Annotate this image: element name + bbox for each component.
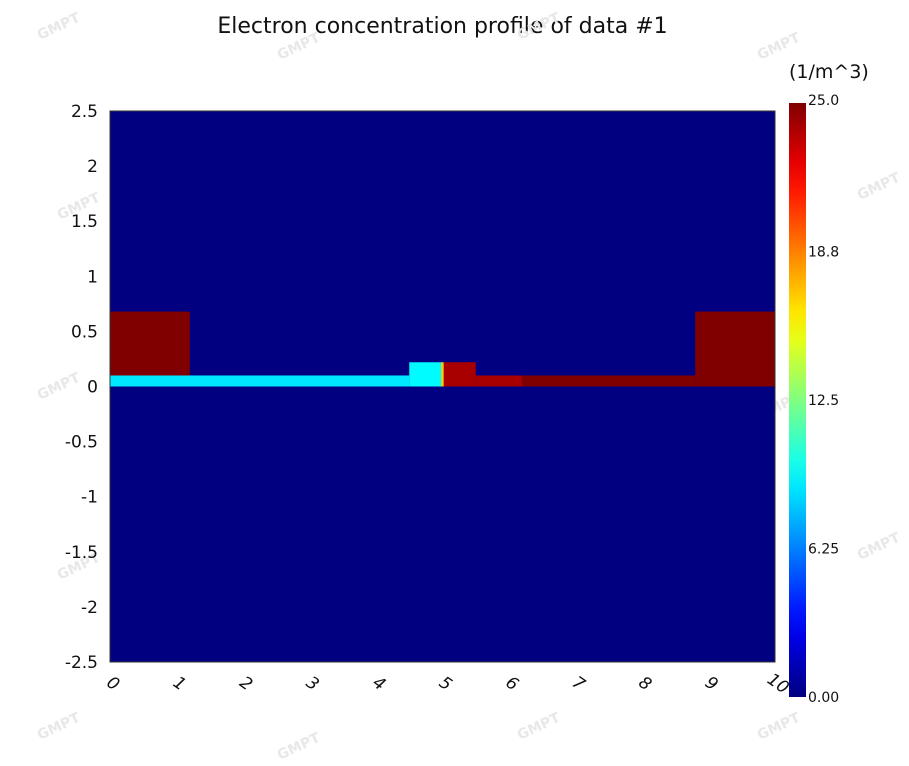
watermark-text: GMPT [515, 10, 563, 44]
y-tick-label: -2.5 [65, 653, 98, 673]
x-tick-label: 5 [435, 673, 455, 696]
watermark-text: GMPT [515, 710, 563, 744]
y-tick-label: 1 [87, 267, 98, 287]
heatmap-region-junction [441, 362, 444, 387]
x-tick-label: 2 [236, 673, 256, 696]
x-tick-label: 1 [169, 673, 189, 696]
y-tick-label: -0.5 [65, 433, 98, 453]
y-tick-label: 2.5 [71, 102, 98, 122]
watermark-text: GMPT [275, 30, 323, 64]
watermark-text: GMPT [35, 10, 83, 44]
heatmap-region-right-contact [695, 311, 775, 387]
colorbar-unit: (1/m^3) [789, 61, 869, 83]
colorbar-tick-label: 25.0 [808, 93, 839, 109]
heatmap-region-channel-right-high [443, 362, 476, 387]
x-tick-label: 8 [635, 673, 655, 696]
x-tick-label: 4 [369, 673, 389, 696]
x-tick-label: 0 [103, 673, 123, 696]
watermark-text: GMPT [855, 530, 903, 564]
heatmap-region-channel-mid [409, 362, 443, 387]
colorbar-tick-label: 6.25 [808, 542, 839, 558]
watermark-text: GMPT [275, 730, 323, 764]
watermark-text: GMPT [755, 30, 803, 64]
heatmap-region-channel-left [110, 375, 410, 387]
x-axis-ticks: 0 1 2 3 4 5 6 7 8 9 10 [103, 670, 793, 699]
watermark-text: GMPT [755, 710, 803, 744]
y-tick-label: 0.5 [71, 322, 98, 342]
x-tick-label: 6 [502, 673, 522, 696]
watermark-text: GMPT [35, 370, 83, 404]
colorbar-tick-label: 18.8 [808, 245, 839, 261]
heatmap-region-channel-right-mid [475, 375, 523, 387]
heatmap-region-channel-right [522, 375, 696, 387]
y-tick-label: -2 [81, 598, 98, 618]
plot-frame [109, 110, 776, 663]
plot-area [110, 111, 775, 662]
x-tick-label: 7 [568, 673, 588, 696]
y-tick-label: 0 [87, 378, 98, 398]
x-tick-label: 10 [763, 670, 792, 699]
y-tick-label: -1 [81, 488, 98, 508]
colorbar [789, 103, 806, 697]
y-tick-label: 1.5 [71, 212, 98, 232]
colorbar-labels: 25.0 18.8 12.5 6.25 0.00 [808, 93, 839, 706]
y-axis-ticks: 2.5 2 1.5 1 0.5 0 -0.5 -1 -1.5 -2 -2.5 [65, 102, 98, 673]
colorbar-tick-label: 0.00 [808, 690, 839, 706]
heatmap-region-left-contact [110, 311, 190, 376]
chart-title: Electron concentration profile of data #… [217, 14, 668, 39]
y-tick-label: 2 [87, 157, 98, 177]
y-tick-label: -1.5 [65, 543, 98, 563]
watermark-text: GMPT [855, 170, 903, 204]
colorbar-tick-label: 12.5 [808, 393, 839, 409]
x-tick-label: 3 [302, 673, 322, 696]
watermark-text: GMPT [35, 710, 83, 744]
x-tick-label: 9 [701, 673, 721, 696]
